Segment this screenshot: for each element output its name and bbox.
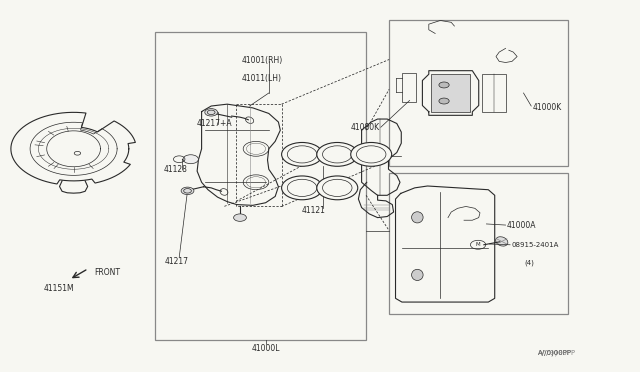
Text: 41217+A: 41217+A: [197, 119, 233, 128]
Text: 41121: 41121: [302, 206, 326, 215]
Text: 08915-2401A: 08915-2401A: [512, 242, 559, 248]
Bar: [155, 32, 366, 340]
Text: (4): (4): [525, 259, 534, 266]
Text: A//0)00PP: A//0)00PP: [538, 349, 572, 356]
Circle shape: [183, 155, 198, 164]
Text: 41080K: 41080K: [351, 123, 380, 132]
Text: 41011(LH): 41011(LH): [242, 74, 282, 83]
Ellipse shape: [412, 212, 423, 223]
Text: M: M: [476, 242, 481, 247]
Circle shape: [234, 214, 246, 221]
Circle shape: [181, 187, 194, 195]
Circle shape: [282, 142, 323, 166]
Circle shape: [317, 176, 358, 200]
Bar: [389, 20, 568, 166]
Circle shape: [439, 98, 449, 104]
Text: A//0)00PP: A//0)00PP: [538, 349, 576, 356]
Ellipse shape: [495, 237, 508, 246]
Text: 41151M: 41151M: [44, 284, 74, 293]
Text: 41000K: 41000K: [532, 103, 562, 112]
Bar: [402, 73, 416, 102]
Text: 41128: 41128: [163, 165, 187, 174]
Circle shape: [317, 142, 358, 166]
Bar: [431, 74, 470, 112]
Text: 41001(RH): 41001(RH): [242, 56, 283, 65]
Text: FRONT: FRONT: [95, 268, 121, 277]
Bar: [482, 74, 506, 112]
Circle shape: [351, 142, 392, 166]
Circle shape: [205, 109, 218, 116]
Circle shape: [282, 176, 323, 200]
Bar: [389, 173, 568, 314]
Ellipse shape: [412, 269, 423, 280]
Text: 41217: 41217: [165, 257, 189, 266]
Circle shape: [439, 82, 449, 88]
Text: 41000L: 41000L: [252, 344, 280, 353]
Text: 41000A: 41000A: [507, 221, 536, 230]
